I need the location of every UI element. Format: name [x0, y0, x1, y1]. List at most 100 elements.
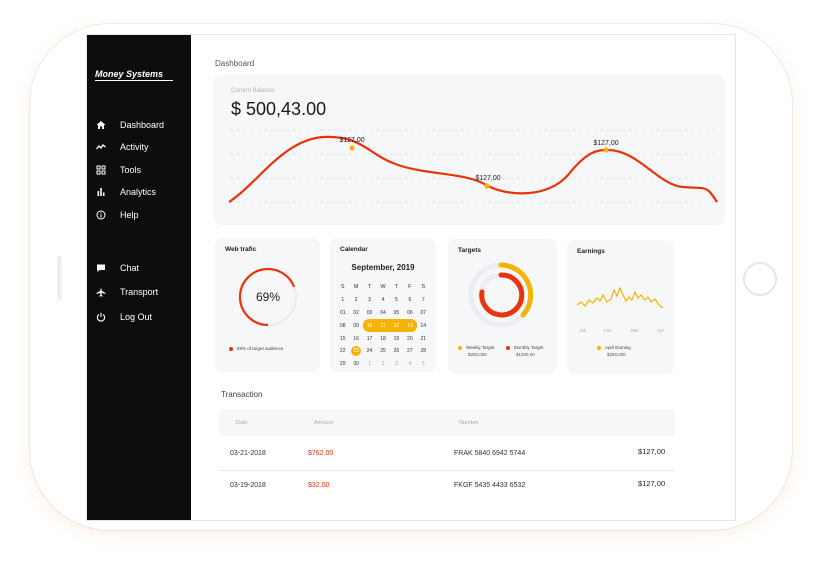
earnings-axis-label: Feb [604, 328, 612, 333]
targets-rings [468, 262, 534, 328]
calendar-day[interactable]: 15 [339, 335, 346, 342]
calendar-day[interactable]: 2 [354, 297, 358, 304]
row-divider [219, 470, 675, 471]
grid-icon [95, 164, 107, 176]
calendar-day[interactable]: 21 [420, 335, 427, 342]
transaction-title: Transaction [221, 390, 263, 399]
calendar-day[interactable]: 27 [407, 348, 413, 355]
calendar-day[interactable]: 22 [339, 348, 346, 355]
balance-marker[interactable] [349, 145, 355, 151]
calendar-day[interactable]: 18 [380, 335, 386, 342]
calendar-day[interactable]: 2 [381, 361, 385, 368]
legend-text: Monthly Target [514, 345, 544, 350]
earnings-legend: April Earning [597, 345, 631, 350]
calendar-day[interactable]: 16 [353, 335, 359, 342]
sidebar-item-tools[interactable]: Tools [95, 163, 141, 177]
calendar-day[interactable]: 06 [407, 309, 413, 316]
calendar-day[interactable]: 11 [376, 319, 390, 333]
earnings-line [576, 286, 664, 309]
sidebar-item-label: Tools [120, 165, 142, 175]
sidebar-item-activity[interactable]: Activity [95, 140, 149, 154]
sidebar-item-chat[interactable]: Chat [95, 261, 139, 275]
calendar-day[interactable]: 10 [362, 319, 377, 333]
calendar-day[interactable]: 7 [421, 297, 425, 304]
calendar-day[interactable]: 24 [366, 348, 373, 355]
sidebar-item-label: Activity [120, 142, 149, 152]
web-traffic-title: Web trafic [225, 246, 257, 253]
device-side-button [57, 256, 62, 300]
row-amount: $32.00 [308, 482, 330, 489]
sidebar-item-label: Help [120, 210, 139, 220]
device-home-button [743, 262, 777, 296]
calendar-day[interactable]: 14 [420, 322, 427, 329]
calendar-day[interactable]: 26 [393, 348, 400, 355]
calendar-day[interactable]: 05 [393, 309, 400, 316]
calendar-day[interactable]: 4 [408, 361, 412, 368]
weekly-target-value: $250,000 [468, 352, 487, 357]
calendar-weekday: S [340, 284, 345, 291]
calendar-day[interactable]: 20 [407, 335, 413, 342]
monthly-target-legend: Monthly Target [506, 345, 543, 350]
legend-dot [597, 345, 601, 350]
earnings-legend-value: $250,000 [607, 352, 626, 357]
legend-text: April Earning [605, 345, 631, 350]
calendar-day[interactable]: 6 [408, 297, 412, 304]
targets-title: Targets [458, 247, 481, 254]
calendar-day[interactable]: 4 [381, 297, 385, 304]
table-row[interactable]: 03-19-2018 $32.00 FKGF 5435 4433 6532 $1… [219, 471, 675, 503]
calendar-day[interactable]: 25 [380, 348, 386, 355]
balance-marker[interactable] [603, 147, 609, 153]
calendar-day[interactable]: 3 [395, 361, 398, 368]
sidebar-item-label: Transport [120, 287, 159, 297]
calendar-day[interactable]: 5 [395, 297, 398, 304]
calendar-day[interactable]: 28 [420, 348, 427, 355]
calendar-day[interactable]: 08 [339, 322, 346, 329]
weekly-target-ring [498, 262, 534, 318]
legend-dot [506, 345, 510, 350]
calendar-day[interactable]: 3 [368, 297, 371, 304]
power-icon [95, 311, 107, 323]
calendar-day[interactable]: 23 [349, 345, 362, 358]
sidebar-item-transport[interactable]: Transport [95, 285, 158, 299]
calendar-day[interactable]: 07 [420, 309, 427, 316]
calendar-day[interactable]: 5 [421, 361, 425, 368]
balance-marker[interactable] [484, 183, 490, 189]
calendar-day[interactable]: 17 [366, 335, 373, 342]
monthly-target-value: $1200,00 [516, 352, 535, 357]
row-number: FRAK 5840 6942 5744 [454, 450, 526, 457]
column-header-amount: Amount [314, 420, 333, 426]
calendar-day[interactable]: 12 [389, 319, 404, 333]
calendar-day[interactable]: 19 [393, 335, 400, 342]
calendar-day[interactable]: 1 [341, 297, 345, 304]
sidebar: Money Systems Dashboard Activity Tools A… [87, 35, 191, 520]
calendar-day[interactable]: 02 [353, 309, 359, 316]
row-total: $127,00 [638, 447, 666, 456]
main-content: Dashboard $127,00 $127,00 $127,00 Curren… [191, 35, 735, 520]
web-traffic-legend: 69% of target audience [229, 346, 283, 351]
sidebar-item-help[interactable]: Help [95, 208, 139, 222]
earnings-axis-label: Mar [631, 328, 639, 333]
earnings-axis-label: Jan [579, 328, 587, 333]
calendar-day[interactable]: 13 [403, 319, 417, 333]
balance-marker-label: $127,00 [475, 175, 500, 182]
calendar-day[interactable]: 03 [366, 309, 373, 316]
sidebar-item-analytics[interactable]: Analytics [95, 185, 156, 199]
gauge-fill [238, 267, 298, 327]
activity-icon [95, 141, 107, 153]
sidebar-item-dashboard[interactable]: Dashboard [95, 118, 164, 132]
transaction-table-header: Date Amount Number [219, 409, 675, 436]
row-date: 03-19-2018 [230, 482, 266, 489]
calendar-day[interactable]: 30 [353, 361, 359, 368]
balance-marker-label: $127,00 [593, 140, 618, 147]
sidebar-item-logout[interactable]: Log Out [95, 310, 152, 324]
calendar-day[interactable]: 29 [339, 361, 346, 368]
table-row[interactable]: 03-21-2018 $762.00 FRAK 5840 6942 5744 $… [219, 439, 675, 471]
calendar-day[interactable]: 04 [380, 309, 386, 316]
calendar-day[interactable]: 1 [368, 361, 371, 368]
balance-line [228, 135, 718, 203]
calendar-day[interactable]: 01 [339, 309, 346, 316]
calendar-day[interactable]: 09 [353, 322, 359, 329]
calendar-weekday: T [394, 284, 399, 291]
